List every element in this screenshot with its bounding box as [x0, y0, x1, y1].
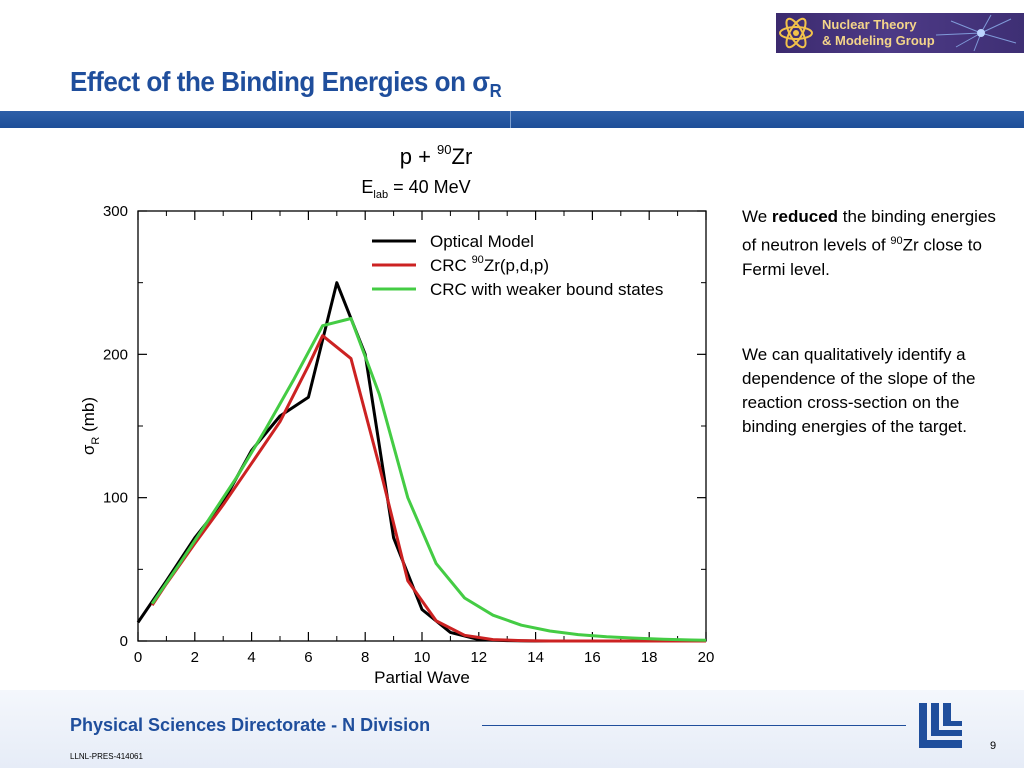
- x-tick-label: 14: [527, 649, 544, 666]
- chart-subtitle-e: E: [361, 177, 373, 197]
- x-axis-label: Partial Wave: [374, 668, 470, 687]
- y-tick-label: 300: [103, 203, 128, 220]
- x-tick-label: 10: [414, 649, 431, 666]
- note-paragraph-2: We can qualitatively identify a dependen…: [742, 344, 976, 436]
- note1-post: Zr close to Fermi level.: [742, 235, 982, 279]
- x-tick-label: 18: [641, 649, 658, 666]
- legend-label-optical-model: Optical Model: [430, 232, 534, 251]
- y-axis-label-unit: (mb): [79, 397, 98, 437]
- chart-subtitle-lab: lab: [373, 189, 388, 201]
- y-tick-label: 100: [103, 490, 128, 507]
- slide-footer: Physical Sciences Directorate - N Divisi…: [0, 690, 1024, 768]
- chart-title: p + 90Zr: [400, 142, 473, 169]
- chart-title-mass: 90: [437, 142, 451, 157]
- x-tick-label: 16: [584, 649, 601, 666]
- explanation-text: We reduced the binding energies of neutr…: [742, 205, 997, 439]
- legend-crc-sup: 90: [472, 254, 484, 266]
- x-tick-label: 20: [698, 649, 715, 666]
- note1-pre: We: [742, 207, 772, 226]
- logo-line-1: Nuclear Theory: [822, 17, 917, 32]
- note-paragraph-1: We reduced the binding energies of neutr…: [742, 205, 997, 282]
- legend-label-crc-zr: CRC 90Zr(p,d,p): [430, 254, 549, 275]
- chart-legend: Optical Model CRC 90Zr(p,d,p) CRC with w…: [372, 232, 663, 299]
- series-line-crc-weaker: [150, 317, 707, 642]
- page-number: 9: [990, 740, 997, 752]
- legend-crc-post: Zr(p,d,p): [484, 256, 549, 275]
- chart-subtitle: Elab = 40 MeV: [361, 177, 470, 201]
- y-tick-label: 0: [120, 633, 128, 650]
- plot-frame: [137, 210, 707, 642]
- logo-text: Nuclear Theory & Modeling Group: [822, 17, 935, 49]
- document-id: LLNL-PRES-414061: [70, 752, 143, 761]
- chart-subtitle-rest: = 40 MeV: [388, 177, 471, 197]
- cross-section-chart: p + 90Zr Elab = 40 MeV 0 2 4 6 8 10 12 14 16 18 20…: [79, 142, 715, 687]
- chart-title-p: p +: [400, 144, 437, 169]
- y-axis-label-sigma: σ: [79, 444, 98, 455]
- title-divider-bar: [0, 111, 1024, 128]
- legend-crc-pre: CRC: [430, 256, 472, 275]
- x-tick-label: 12: [470, 649, 487, 666]
- llnl-logo-icon: [919, 703, 962, 748]
- series-line-optical-model: [136, 281, 706, 643]
- x-tick-label: 8: [361, 649, 369, 666]
- atom-neuron-icon: [779, 14, 1017, 52]
- y-axis-label: σR (mb): [79, 397, 102, 455]
- title-bar-separator: [510, 111, 511, 128]
- series-line-crc-zr: [150, 334, 706, 643]
- x-tick-label: 2: [191, 649, 199, 666]
- note1-sup: 90: [890, 235, 903, 247]
- nuclear-theory-logo: Nuclear Theory & Modeling Group: [776, 13, 1024, 53]
- note1-mid: the binding energies of neutron levels o…: [742, 207, 996, 255]
- y-axis-label-sub: R: [90, 437, 102, 445]
- note1-bold: reduced: [771, 207, 839, 226]
- x-tick-label: 6: [304, 649, 312, 666]
- slide-title-sub: R: [489, 81, 502, 101]
- footer-divider: [482, 725, 906, 726]
- x-tick-label: 0: [134, 649, 142, 666]
- legend-label-crc-weaker: CRC with weaker bound states: [430, 280, 663, 299]
- footer-title: Physical Sciences Directorate - N Divisi…: [70, 715, 431, 735]
- slide-title: Effect of the Binding Energies on σR: [70, 66, 502, 102]
- logo-line-2: & Modeling Group: [822, 33, 935, 48]
- x-tick-label: 4: [247, 649, 255, 666]
- chart-title-elem: Zr: [452, 144, 473, 169]
- y-tick-label: 200: [103, 346, 128, 363]
- slide-title-main: Effect of the Binding Energies on σ: [70, 66, 490, 97]
